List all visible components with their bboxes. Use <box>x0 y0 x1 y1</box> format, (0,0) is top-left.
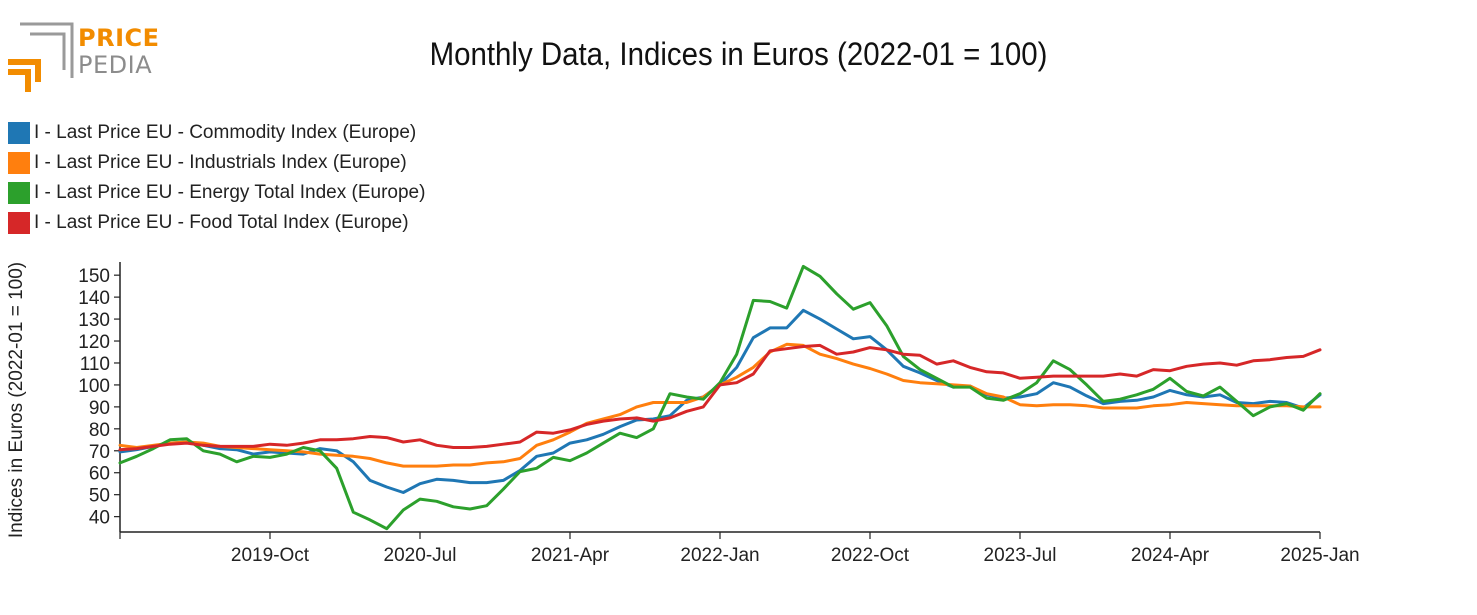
x-tick-label: 2022-Oct <box>831 545 910 566</box>
y-tick-label: 50 <box>89 486 110 507</box>
y-tick-label: 60 <box>89 464 110 485</box>
legend-label-commodity: I - Last Price EU - Commodity Index (Eur… <box>34 122 417 143</box>
y-tick-label: 120 <box>78 332 110 353</box>
logo-mark-icon <box>8 22 74 92</box>
x-tick-label: 2022-Jan <box>680 545 759 566</box>
legend-swatch-industrials <box>8 152 30 174</box>
series-layer <box>118 264 1322 531</box>
y-tick-label: 70 <box>89 442 110 463</box>
legend-item-industrials[interactable]: I - Last Price EU - Industrials Index (E… <box>8 148 425 178</box>
y-tick-label: 90 <box>89 398 110 419</box>
y-tick-label: 80 <box>89 420 110 441</box>
legend: I - Last Price EU - Commodity Index (Eur… <box>8 118 425 238</box>
legend-swatch-food <box>8 212 30 234</box>
y-tick-label: 130 <box>78 310 110 331</box>
legend-label-food: I - Last Price EU - Food Total Index (Eu… <box>34 212 409 233</box>
series-line-energy <box>118 264 1322 531</box>
legend-label-energy: I - Last Price EU - Energy Total Index (… <box>34 182 426 203</box>
x-tick-label: 2020-Jul <box>384 545 457 566</box>
legend-item-commodity[interactable]: I - Last Price EU - Commodity Index (Eur… <box>8 118 425 148</box>
y-tick-label: 150 <box>78 266 110 287</box>
x-tick-label: 2023-Jul <box>984 545 1057 566</box>
x-axis: 2019-Oct 2020-Jul 2021-Apr 2022-Jan 2022-Oct… <box>119 531 1360 566</box>
legend-swatch-commodity <box>8 122 30 144</box>
legend-item-food[interactable]: I - Last Price EU - Food Total Index (Eu… <box>8 208 425 238</box>
legend-swatch-energy <box>8 182 30 204</box>
y-tick-label: 140 <box>78 288 110 309</box>
y-tick-label: 40 <box>89 508 110 529</box>
logo-text-price: PRICE <box>78 24 160 52</box>
chart-title: Monthly Data, Indices in Euros (2022-01 … <box>429 36 1048 72</box>
x-tick-label: 2021-Apr <box>531 545 610 566</box>
legend-label-industrials: I - Last Price EU - Industrials Index (E… <box>34 152 407 173</box>
y-tick-label: 110 <box>80 354 110 375</box>
logo-text-pedia: PEDIA <box>78 51 153 79</box>
x-tick-label: 2019-Oct <box>231 545 310 566</box>
series-line-commodity <box>118 308 1322 494</box>
pricepedia-logo: PRICE PEDIA <box>6 20 166 95</box>
x-tick-label: 2025-Jan <box>1280 545 1359 566</box>
y-axis-label: Indices in Euros (2022-01 = 100) <box>6 262 27 538</box>
legend-item-energy[interactable]: I - Last Price EU - Energy Total Index (… <box>8 178 425 208</box>
y-tick-label: 100 <box>78 376 110 397</box>
x-tick-label: 2024-Apr <box>1131 545 1210 566</box>
series-line-food <box>118 343 1322 452</box>
